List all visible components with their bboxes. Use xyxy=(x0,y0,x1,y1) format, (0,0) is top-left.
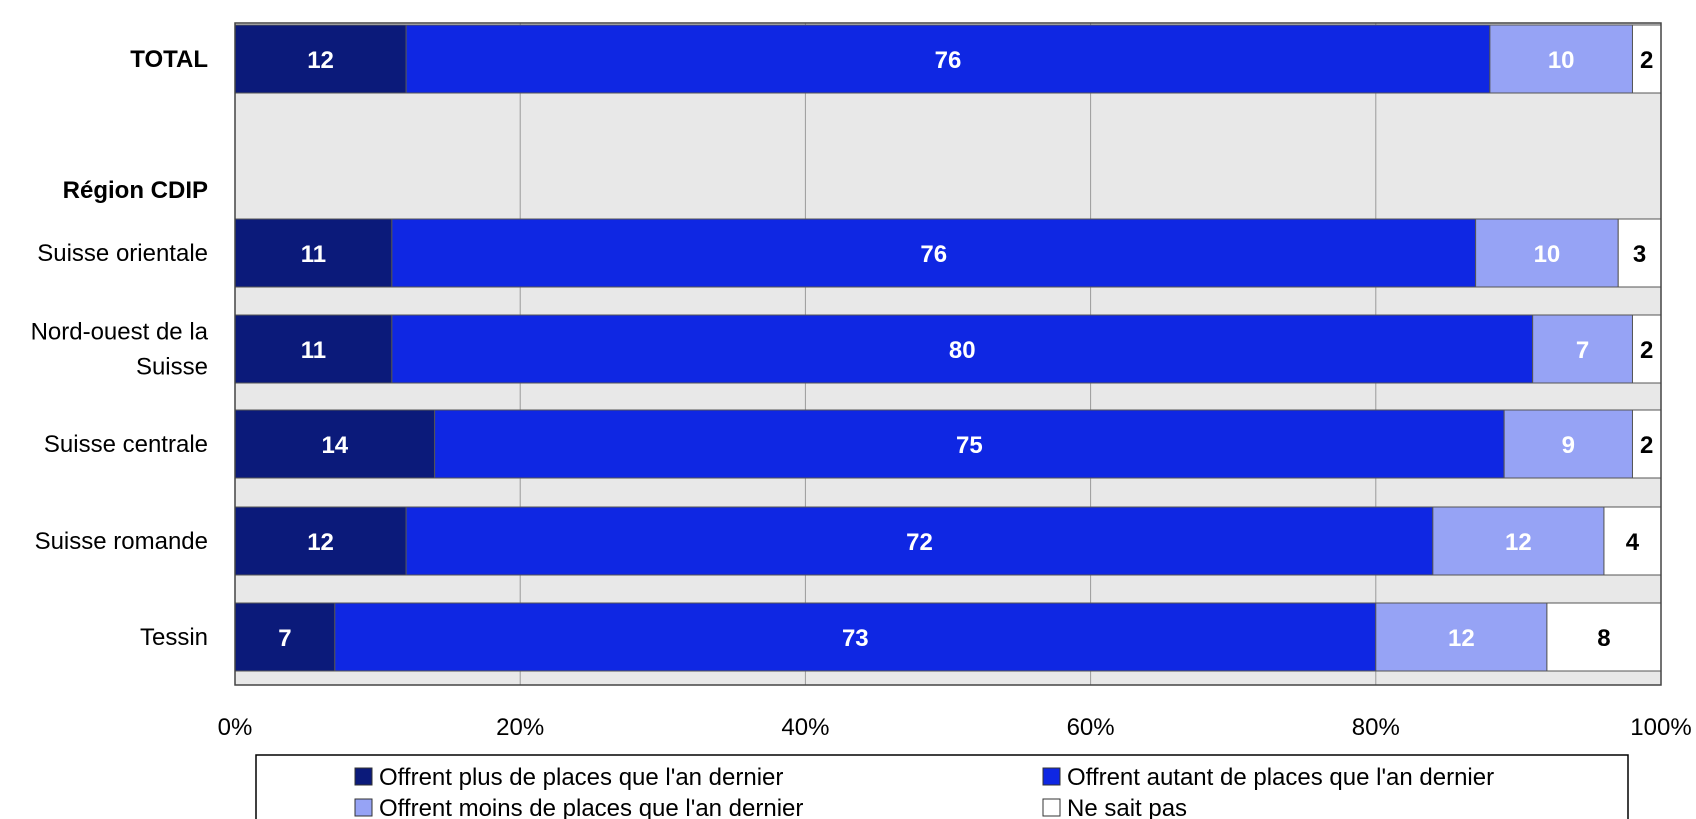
x-tick-label: 80% xyxy=(1352,714,1400,741)
data-label: 2 xyxy=(1640,47,1653,74)
legend-box xyxy=(255,754,1629,819)
bar-segment xyxy=(1631,24,1662,94)
x-tick-label: 40% xyxy=(781,714,829,741)
legend-swatch xyxy=(1042,767,1061,786)
plot-area: 12 76 10 211 76 10 311 80 7 214 75 9 212 72 12 47 73 12 8 xyxy=(234,22,1662,686)
category-label: Suisse centrale xyxy=(44,431,208,458)
bar-segment xyxy=(1631,409,1662,479)
category-label-line: Suisse centrale xyxy=(44,431,208,458)
data-label: 11 xyxy=(301,337,326,364)
data-label: 10 xyxy=(1534,241,1561,268)
category-label-line: Suisse romande xyxy=(35,528,208,555)
data-label: 7 xyxy=(278,625,291,652)
legend-label: Offrent moins de places que l'an dernier xyxy=(379,795,803,819)
legend: Offrent plus de places que l'an dernier O… xyxy=(255,754,1629,819)
bar-segment xyxy=(1532,314,1633,384)
data-label: 73 xyxy=(842,625,869,652)
category-label: Tessin xyxy=(140,624,208,651)
data-label: 72 xyxy=(906,529,933,556)
data-label: 9 xyxy=(1562,432,1575,459)
category-label: Nord-ouest de la Suisse xyxy=(31,319,209,381)
legend-swatch xyxy=(354,767,373,786)
data-label: 14 xyxy=(321,432,348,459)
legend-label: Offrent plus de places que l'an dernier xyxy=(379,764,783,791)
bar-segment xyxy=(334,602,1377,672)
data-label: 2 xyxy=(1640,337,1653,364)
data-label: 12 xyxy=(1505,529,1532,556)
bar-segment xyxy=(391,218,1477,288)
category-label-line: Tessin xyxy=(140,624,208,651)
data-label: 2 xyxy=(1640,432,1653,459)
category-label-line: Nord-ouest de la xyxy=(31,319,209,346)
category-label: Région CDIP xyxy=(63,177,208,204)
bar-segment xyxy=(234,409,436,479)
plot-border xyxy=(234,22,1662,686)
legend-swatch xyxy=(354,798,373,817)
bar-segment xyxy=(405,24,1491,94)
bar-segment xyxy=(234,602,336,672)
data-label: 80 xyxy=(949,337,976,364)
category-label: Suisse romande xyxy=(35,528,208,555)
bar-segment xyxy=(234,218,393,288)
data-label: 11 xyxy=(301,241,326,268)
category-labels: TOTAL Région CDIP Suisse orientale Nord-oue… xyxy=(31,46,209,651)
bar-segment xyxy=(391,314,1534,384)
bar-segment xyxy=(234,506,407,576)
x-tick-label: 100% xyxy=(1630,714,1691,741)
data-label: 10 xyxy=(1548,47,1575,74)
category-label: TOTAL xyxy=(130,46,208,73)
x-tick-label: 20% xyxy=(496,714,544,741)
legend-label: Ne sait pas xyxy=(1067,795,1187,819)
category-label-line: Suisse orientale xyxy=(37,240,208,267)
x-axis-ticks: 0% 20% 40% 60% 80% 100% xyxy=(218,714,1692,741)
data-label: 4 xyxy=(1626,529,1640,556)
bar-segment xyxy=(1375,602,1548,672)
legend-label: Offrent autant de places que l'an dernie… xyxy=(1067,764,1494,791)
category-label-line: Suisse xyxy=(136,354,208,381)
bar-segment xyxy=(405,506,1434,576)
data-label: 7 xyxy=(1576,337,1589,364)
data-label: 3 xyxy=(1633,241,1646,268)
x-tick-label: 0% xyxy=(218,714,253,741)
data-label: 75 xyxy=(956,432,983,459)
x-tick-label: 60% xyxy=(1067,714,1115,741)
category-label-line: TOTAL xyxy=(130,46,208,73)
legend-swatch xyxy=(1042,798,1061,817)
category-label: Suisse orientale xyxy=(37,240,208,267)
bar-segment xyxy=(1432,506,1605,576)
bar-segment xyxy=(1489,24,1633,94)
data-label: 12 xyxy=(1448,625,1475,652)
data-label: 76 xyxy=(920,241,947,268)
bar-segment xyxy=(1503,409,1633,479)
data-label: 76 xyxy=(935,47,962,74)
data-label: 12 xyxy=(307,529,334,556)
bar-segment xyxy=(1603,506,1662,576)
data-label: 12 xyxy=(307,47,334,74)
category-label-line: Région CDIP xyxy=(63,177,208,204)
bar-segment xyxy=(1546,602,1662,672)
bar-segment xyxy=(434,409,1505,479)
data-label: 8 xyxy=(1597,625,1610,652)
